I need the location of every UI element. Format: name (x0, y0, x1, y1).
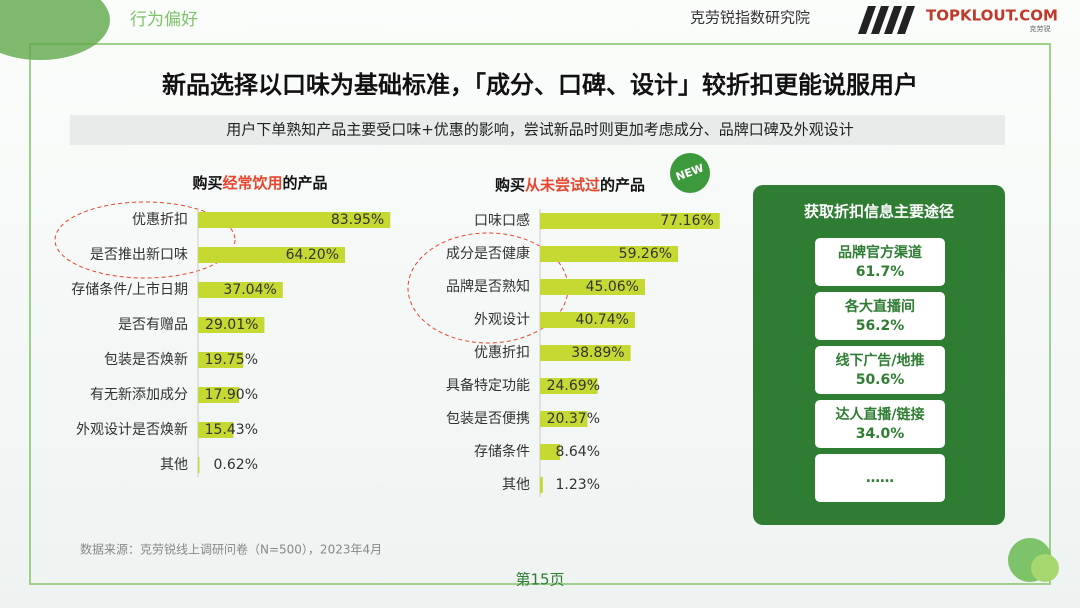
panel-item-value: 34.0% (856, 426, 905, 442)
bar (540, 378, 598, 394)
page-number: 第15页 (515, 571, 564, 589)
bar (198, 387, 239, 403)
panel-item (815, 292, 945, 340)
value-label: 40.74% (576, 312, 629, 328)
bar (198, 282, 283, 298)
category-label: 存储条件 (474, 443, 530, 460)
highlight-ring (54, 201, 236, 279)
chart-title-part: 经常饮用 (222, 174, 282, 192)
value-label: 38.89% (571, 345, 624, 361)
category-label: 有无新添加成分 (90, 387, 188, 403)
section: 行为偏好 (130, 10, 198, 30)
panel-item-label: 线下广告/地推 (835, 352, 924, 369)
value-label: 83.95% (331, 212, 384, 228)
category-label: 优惠折扣 (474, 345, 530, 361)
panel-item (815, 400, 945, 448)
bar (540, 279, 645, 295)
category-label: 成分是否健康 (446, 245, 530, 262)
lime (1031, 554, 1059, 582)
bar (540, 345, 631, 361)
leaves (0, 0, 110, 60)
category-label: 其他 (160, 457, 188, 473)
value-label: 0.62% (214, 457, 258, 473)
chart-title-part: 购买 (495, 176, 525, 194)
subtitle-band (70, 115, 1005, 145)
value-label: 45.06% (586, 279, 639, 295)
bar (198, 212, 391, 228)
bar (198, 457, 200, 473)
value-label: 37.04% (223, 282, 276, 298)
badge (670, 153, 710, 193)
subtitle: 用户下单熟知产品主要受口味+优惠的影响，尝试新品时则更加考虑成分、品牌口碑及外观… (226, 121, 854, 139)
frame (29, 43, 1051, 585)
value-label: 19.75% (205, 352, 258, 368)
category-label: 外观设计 (474, 312, 530, 328)
logo-sub: 克劳锐 (1030, 24, 1051, 33)
category-label: 包装是否便携 (446, 411, 530, 427)
value-label: 17.90% (205, 387, 258, 403)
bar (198, 247, 346, 263)
category-label: 品牌是否熟知 (446, 278, 530, 295)
logo: TOPKLOUT.COM (926, 7, 1058, 25)
value-label: 59.26% (619, 246, 672, 262)
value-label: 64.20% (286, 247, 339, 263)
panel-item-label: 品牌官方渠道 (838, 244, 922, 261)
panel-item-label: 达人直播/链接 (835, 406, 924, 423)
bar (540, 444, 561, 460)
chart-title: 购买从未尝试过的产品 (495, 176, 645, 194)
category-label: 具备特定功能 (446, 377, 530, 394)
panel-item-value: 61.7% (856, 264, 905, 280)
chart-title-part: 购买 (192, 174, 222, 192)
panel-item-label: 各大直播间 (844, 298, 915, 315)
category-label: 存储条件/上市日期 (71, 281, 188, 298)
chart-title: 购买经常饮用的产品 (192, 174, 327, 192)
panel-item (815, 238, 945, 286)
chart-title-part: 从未尝试过 (525, 176, 600, 194)
chart-title-part: 的产品 (283, 174, 328, 192)
bar (540, 246, 679, 262)
panel-item (815, 346, 945, 394)
category-label: 口味口感 (474, 212, 530, 229)
value-label: 77.16% (660, 213, 713, 229)
bar (540, 312, 635, 328)
bar (198, 422, 234, 438)
bar (540, 477, 543, 493)
chart-title-part: 的产品 (600, 176, 645, 194)
value-label: 29.01% (205, 317, 258, 333)
panel-item-value: 56.2% (856, 318, 905, 334)
title: 新品选择以口味为基础标准，「成分、口碑、设计」较折扣更能说服用户 (162, 71, 918, 99)
category-label: 包装是否焕新 (104, 351, 188, 368)
category-label: 是否有赠品 (118, 317, 188, 333)
value-label: 15.43% (205, 422, 258, 438)
category-label: 其他 (502, 477, 530, 493)
source: 数据来源：克劳锐线上调研问卷（N=500），2023年4月 (80, 542, 382, 557)
bar (198, 352, 244, 368)
panel-item-label: …… (866, 470, 894, 486)
category-label: 是否推出新口味 (90, 247, 188, 263)
bar (540, 411, 588, 427)
value-label: 20.37% (547, 411, 600, 427)
logo-stripes (858, 6, 915, 34)
panel-title: 获取折扣信息主要途径 (804, 203, 954, 221)
category-label: 外观设计是否焕新 (76, 421, 188, 438)
value-label: 24.69% (547, 378, 600, 394)
panel-item (815, 454, 945, 502)
org: 克劳锐指数研究院 (690, 9, 810, 27)
category-label: 优惠折扣 (132, 212, 188, 228)
value-label: 1.23% (556, 477, 600, 493)
bar (540, 213, 720, 229)
bar (198, 317, 265, 333)
panel-item-value: 50.6% (856, 372, 905, 388)
value-label: 8.64% (556, 444, 600, 460)
